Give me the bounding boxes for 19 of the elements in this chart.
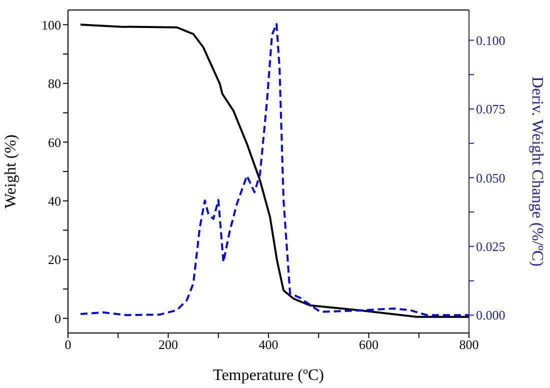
x-tick-label: 400	[258, 337, 278, 352]
x-tick-label: 0	[64, 337, 72, 352]
x-tick-label: 800	[459, 337, 479, 352]
y2-tick-label: 0.100	[476, 32, 506, 48]
y2-tick-label: 0.075	[476, 102, 506, 117]
y-axis-title: Weight (%)	[2, 134, 20, 208]
y-tick-label: 80	[48, 76, 61, 92]
x-tick-label: 600	[359, 337, 378, 352]
y-tick-label: 0	[54, 310, 61, 326]
x-tick-label: 200	[158, 337, 178, 352]
y2-tick-label: 0.000	[476, 308, 506, 323]
y-tick-label: 20	[48, 252, 61, 268]
y-tick-label: 40	[48, 193, 61, 208]
y2-tick-label: 0.050	[476, 170, 506, 186]
y2-tick-label: 0.025	[476, 239, 506, 254]
y-tick-label: 100	[42, 17, 61, 32]
y2-axis-title: Deriv. Weight Change (%/ºC)	[528, 76, 546, 266]
x-axis-title: Temperature (ºC)	[213, 367, 324, 384]
y-tick-label: 60	[48, 134, 61, 150]
